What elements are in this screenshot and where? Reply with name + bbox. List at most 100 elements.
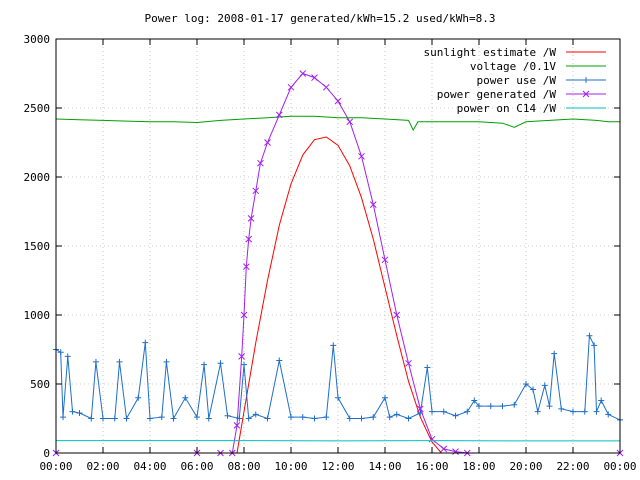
data-point-marker [323,414,330,421]
data-point-marker [57,349,64,356]
x-tick-label: 00:00 [39,460,72,473]
data-point-marker [142,339,149,346]
data-point-marker [405,415,412,422]
chart-title: Power log: 2008-01-17 generated/kWh=15.2… [145,12,496,25]
data-point-marker [240,311,248,319]
data-point-marker [393,411,400,418]
data-point-marker [311,415,318,422]
data-point-marker [238,353,246,360]
data-point-marker [64,353,71,360]
x-tick-label: 08:00 [227,460,260,473]
data-point-marker [582,90,590,98]
data-point-marker [163,358,170,365]
data-point-marker [546,403,553,410]
data-point-marker [76,409,83,416]
x-tick-label: 10:00 [274,460,307,473]
data-point-marker [541,382,548,389]
data-point-marker [464,408,471,415]
data-point-marker [499,403,506,410]
data-point-marker [92,358,99,365]
data-point-marker [487,403,494,410]
data-point-marker [593,408,600,415]
data-point-marker [583,77,589,83]
data-point-marker [205,415,212,422]
data-point-marker [405,359,412,367]
data-point-marker [257,159,264,167]
data-point-marker [111,415,118,422]
data-point-marker [224,412,231,419]
x-tick-label: 00:00 [603,460,636,473]
data-point-marker [591,342,598,349]
x-tick-label: 18:00 [462,460,495,473]
data-point-marker [440,408,447,415]
data-point-marker [334,97,342,105]
legend-label: power use /W [477,74,557,87]
y-tick-label: 1000 [24,309,51,322]
data-point-marker [393,311,401,319]
data-point-marker [358,415,365,422]
data-point-marker [416,405,424,413]
series-0 [236,136,442,454]
data-point-marker [346,415,353,422]
data-point-marker [558,405,565,412]
data-point-marker [551,350,558,357]
data-point-marker [358,152,365,160]
data-point-marker [170,415,177,422]
series-1 [55,115,620,132]
data-point-marker [245,235,253,243]
data-point-marker [252,411,259,418]
data-point-marker [287,83,295,91]
axis-ticks: 00:00 02:00 04:00 06:00 08:00 10:00 12:00 14:00… [24,33,637,473]
data-point-marker [370,414,377,421]
x-tick-label: 14:00 [368,460,401,473]
legend-label: sunlight estimate /W [424,46,557,59]
series-3 [52,70,624,457]
x-tick-label: 20:00 [509,460,542,473]
y-tick-label: 2000 [24,171,51,184]
data-point-marker [242,263,250,271]
data-point-marker [147,415,153,422]
data-point-marker [381,256,389,264]
x-tick-label: 06:00 [180,460,213,473]
y-tick-label: 1500 [24,240,51,253]
data-point-marker [247,215,255,222]
data-point-marker [570,408,576,415]
series-line [55,115,620,132]
data-point-marker [201,361,208,368]
data-point-marker [135,394,142,401]
data-point-marker [264,139,271,146]
data-point-marker [299,414,306,421]
data-point-marker [581,408,588,415]
data-point-marker [511,401,518,408]
data-point-marker [60,414,67,421]
data-point-marker [116,358,123,365]
data-point-marker [534,408,541,415]
data-point-marker [264,415,271,422]
legend-label: power on C14 /W [457,102,557,115]
data-point-marker [429,408,435,415]
data-point-marker [158,414,165,421]
x-tick-label: 22:00 [556,460,589,473]
data-point-marker [217,360,224,367]
data-point-marker [194,414,200,421]
data-point-marker [346,118,354,126]
data-point-marker [299,70,307,77]
data-point-marker [523,381,529,387]
data-point-marker [605,411,612,418]
data-point-marker [88,415,95,422]
plot-series [52,70,624,457]
data-point-marker [276,357,283,364]
data-point-marker [335,394,341,401]
y-tick-label: 2500 [24,102,51,115]
data-point-marker [100,415,106,422]
x-tick-label: 16:00 [415,460,448,473]
data-point-marker [428,435,436,443]
data-point-marker [233,422,241,429]
data-point-marker [424,364,431,371]
series-line [236,136,442,454]
data-point-marker [330,342,337,349]
data-point-marker [586,332,593,339]
data-point-marker [275,111,283,119]
